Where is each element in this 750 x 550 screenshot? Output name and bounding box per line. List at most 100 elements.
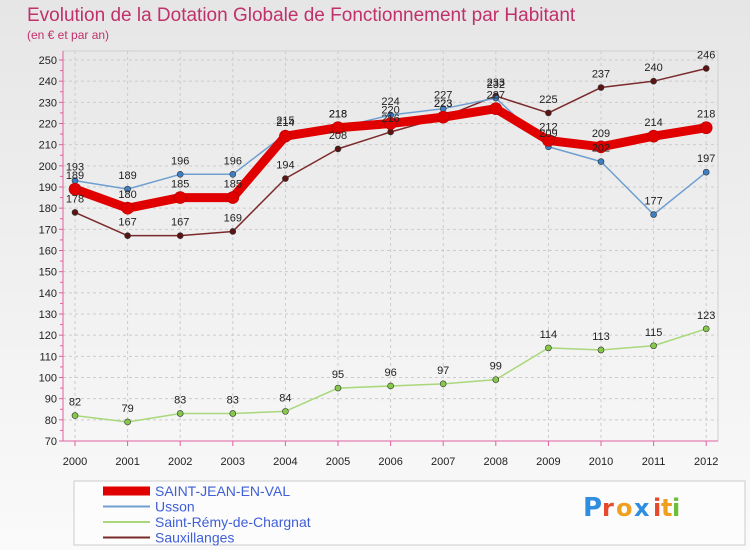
data-label-sauxillanges: 240 <box>644 62 662 74</box>
data-label-usson: 193 <box>66 162 84 174</box>
data-label-saint-jean-en-val: 220 <box>381 105 399 117</box>
data-point-saint-r-my-de-chargnat <box>229 410 237 417</box>
data-label-sauxillanges: 233 <box>487 77 505 89</box>
data-label-saint-r-my-de-chargnat: 83 <box>174 394 186 406</box>
data-label-sauxillanges: 216 <box>381 113 399 125</box>
logo-letter: P <box>583 493 602 523</box>
data-point-sauxillanges <box>597 84 605 91</box>
y-tick-label: 250 <box>39 55 57 67</box>
legend: SAINT-JEAN-EN-VALUssonSaint-Rémy-de-Char… <box>73 480 746 546</box>
data-point-sauxillanges <box>387 128 394 136</box>
y-tick-label: 240 <box>39 76 57 88</box>
data-label-saint-r-my-de-chargnat: 83 <box>227 394 239 406</box>
chart-subtitle: (en € et par an) <box>27 28 109 42</box>
data-label-saint-jean-en-val: 212 <box>539 121 557 133</box>
data-point-usson <box>597 158 605 165</box>
y-tick-label: 70 <box>45 436 57 448</box>
data-labels: 178 167 167 169 194 208 216 223 233 225 237 240 246 8… <box>66 49 716 414</box>
x-tick-label: 2006 <box>378 456 402 468</box>
data-point-saint-jean-en-val <box>699 121 713 135</box>
data-point-saint-jean-en-val <box>173 191 187 204</box>
y-tick-label: 140 <box>39 288 57 300</box>
data-label-usson: 197 <box>697 153 715 165</box>
data-point-usson <box>229 171 237 178</box>
x-tick-label: 2002 <box>168 456 192 468</box>
y-tick-label: 150 <box>39 267 57 279</box>
data-point-saint-jean-en-val <box>594 140 608 154</box>
data-label-usson: 224 <box>381 96 399 108</box>
data-point-saint-jean-en-val <box>279 129 292 143</box>
data-label-sauxillanges: 194 <box>276 160 294 172</box>
data-point-saint-r-my-de-chargnat <box>334 384 342 392</box>
logo-letter: i <box>672 494 680 522</box>
data-point-saint-jean-en-val <box>121 201 134 215</box>
x-tick-label: 2001 <box>115 456 139 468</box>
data-point-sauxillanges <box>650 77 657 85</box>
data-point-saint-r-my-de-chargnat <box>176 410 184 417</box>
data-label-saint-r-my-de-chargnat: 123 <box>697 310 715 322</box>
data-label-saint-jean-en-val: 185 <box>171 179 189 191</box>
data-point-usson <box>492 94 500 102</box>
y-tick-label: 210 <box>39 140 57 152</box>
data-point-saint-r-my-de-chargnat <box>124 418 131 426</box>
x-tick-label: 2008 <box>484 456 508 468</box>
data-label-usson: 189 <box>118 170 136 182</box>
logo-letter: i <box>653 494 661 522</box>
data-point-saint-jean-en-val <box>68 182 82 196</box>
data-label-saint-jean-en-val: 185 <box>224 179 242 191</box>
data-point-sauxillanges <box>702 65 710 72</box>
data-label-sauxillanges: 169 <box>224 212 242 224</box>
data-label-saint-jean-en-val: 218 <box>329 109 347 121</box>
data-label-usson: 202 <box>592 143 610 155</box>
y-tick-label: 190 <box>39 182 57 194</box>
data-point-usson <box>650 211 657 218</box>
data-label-saint-r-my-de-chargnat: 113 <box>592 331 610 343</box>
data-label-saint-r-my-de-chargnat: 84 <box>279 392 291 404</box>
x-tick-label: 2000 <box>63 456 87 468</box>
y-tick-label: 130 <box>39 309 57 321</box>
legend-label-saint-r-my-de-chargnat: Saint-Rémy-de-Chargnat <box>155 514 311 530</box>
y-tick-label: 200 <box>39 161 57 173</box>
data-label-usson: 196 <box>224 155 242 167</box>
logo-letter: o <box>616 494 633 522</box>
logo-letter: r <box>602 494 614 522</box>
data-label-sauxillanges: 237 <box>592 69 610 81</box>
data-label-saint-r-my-de-chargnat: 115 <box>645 327 663 339</box>
data-label-usson: 232 <box>487 79 505 91</box>
legend-label-saint-jean-en-val: SAINT-JEAN-EN-VAL <box>155 483 290 499</box>
data-label-saint-r-my-de-chargnat: 82 <box>69 397 81 409</box>
x-tick-label: 2012 <box>694 456 718 468</box>
data-label-sauxillanges: 178 <box>66 193 84 205</box>
data-label-saint-jean-en-val: 180 <box>118 189 136 201</box>
data-label-usson: 209 <box>539 128 557 140</box>
series-group <box>68 65 713 426</box>
data-point-saint-r-my-de-chargnat <box>439 380 447 388</box>
data-point-saint-jean-en-val <box>436 110 450 124</box>
data-point-saint-jean-en-val <box>226 191 240 204</box>
data-point-usson <box>176 171 184 178</box>
y-tick-label: 220 <box>39 119 57 131</box>
x-tick-label: 2009 <box>536 456 560 468</box>
data-label-saint-jean-en-val: 218 <box>697 109 715 121</box>
data-label-sauxillanges: 167 <box>171 217 189 229</box>
chart-title: Evolution de la Dotation Globale de Fonc… <box>27 5 576 26</box>
data-label-saint-jean-en-val: 223 <box>434 98 452 110</box>
legend-box <box>73 480 746 546</box>
logo-letter: t <box>661 494 672 522</box>
legend-label-sauxillanges: Sauxillanges <box>155 530 234 546</box>
data-point-sauxillanges <box>334 145 342 153</box>
data-label-saint-r-my-de-chargnat: 95 <box>332 369 344 381</box>
data-point-saint-r-my-de-chargnat <box>702 325 710 333</box>
data-point-saint-r-my-de-chargnat <box>597 346 605 354</box>
data-label-saint-jean-en-val: 189 <box>66 170 84 182</box>
data-point-saint-r-my-de-chargnat <box>545 344 552 352</box>
data-label-sauxillanges: 208 <box>329 130 347 142</box>
data-point-sauxillanges <box>176 232 184 239</box>
data-point-saint-jean-en-val <box>542 134 555 147</box>
y-tick-label: 170 <box>39 224 57 236</box>
data-point-sauxillanges <box>71 209 79 216</box>
data-point-sauxillanges <box>282 175 289 182</box>
data-label-saint-r-my-de-chargnat: 114 <box>540 329 558 341</box>
data-label-sauxillanges: 223 <box>434 98 452 110</box>
logo-letter: x <box>634 494 650 522</box>
